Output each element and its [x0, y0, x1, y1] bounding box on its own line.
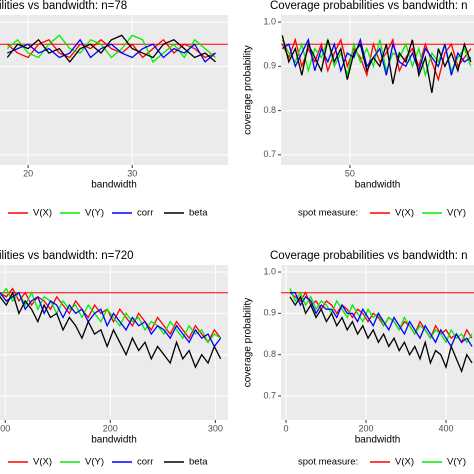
x-tick-label: 20 [23, 168, 33, 178]
legend-label: V(X) [33, 457, 52, 468]
x-tick-label: 50 [345, 168, 355, 178]
series-line [0, 290, 222, 369]
series-line [6, 38, 216, 59]
series-line [0, 291, 222, 348]
legend-label: V(Y) [447, 208, 466, 219]
x-tick-label: 00 [0, 423, 10, 433]
y-tick-label: 0.8 [263, 349, 276, 359]
plot-background [281, 15, 474, 165]
plot-background [281, 265, 474, 420]
legend-title: spot measure: [298, 208, 358, 219]
y-tick-label: 0.7 [263, 390, 276, 400]
plot-background [0, 265, 228, 420]
x-tick-label: 400 [438, 423, 453, 433]
y-axis-label: coverage probability [243, 45, 254, 135]
legend-label: V(X) [33, 208, 52, 219]
legend-label: beta [189, 208, 208, 219]
chart-title: Coverage probabilities vs bandwidth: n [270, 250, 468, 262]
x-tick-label: 300 [208, 423, 223, 433]
legend-label: V(Y) [85, 208, 104, 219]
x-tick-label: 0 [283, 423, 288, 433]
series-line [6, 34, 216, 63]
legend-label: V(Y) [85, 457, 104, 468]
series-line [7, 38, 216, 63]
plot-background [0, 15, 228, 165]
x-axis-label: bandwidth [91, 180, 137, 191]
series-line [281, 35, 472, 93]
y-axis-label: coverage probability [243, 298, 254, 388]
y-tick-label: 0.9 [263, 308, 276, 318]
chart-title: Coverage probabilities vs bandwidth: n [270, 0, 468, 12]
legend-label: beta [189, 457, 208, 468]
chart-title: ilities vs bandwidth: n=720 [0, 250, 134, 262]
y-tick-label: 0.9 [263, 61, 276, 71]
legend-label: corr [137, 208, 153, 219]
series-line [290, 292, 473, 348]
x-axis-label: bandwidth [355, 435, 401, 446]
legend-title: spot measure: [298, 457, 358, 468]
legend-label: corr [137, 457, 153, 468]
y-tick-label: 1.0 [263, 266, 276, 276]
y-tick-label: 1.0 [263, 16, 276, 26]
legend-label: V(Y) [447, 457, 466, 468]
x-tick-label: 30 [127, 168, 137, 178]
x-tick-label: 200 [103, 423, 118, 433]
chart-title: ilities vs bandwidth: n=78 [0, 0, 127, 12]
y-tick-label: 0.8 [263, 105, 276, 115]
x-axis-label: bandwidth [91, 435, 137, 446]
legend-label: V(X) [395, 457, 414, 468]
series-line [281, 37, 472, 76]
series-line [289, 291, 473, 344]
x-tick-label: 200 [358, 423, 373, 433]
series-line [6, 34, 216, 63]
legend-label: V(X) [395, 208, 414, 219]
x-axis-label: bandwidth [355, 180, 401, 191]
series-line [289, 288, 473, 344]
series-line [289, 295, 473, 374]
y-tick-label: 0.7 [263, 149, 276, 159]
